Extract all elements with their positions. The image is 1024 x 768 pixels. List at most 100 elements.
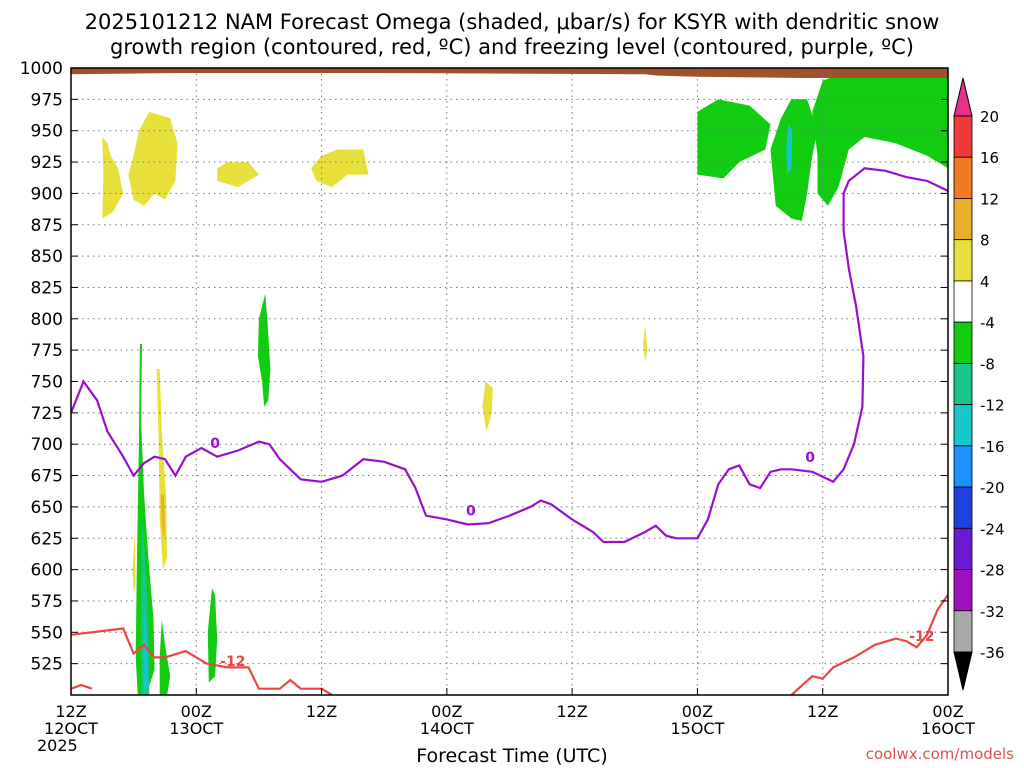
y-tick-label: 525 <box>31 655 63 675</box>
colorbar-band <box>953 156 973 199</box>
y-tick-label: 650 <box>31 498 63 518</box>
contour-layer: -12 -12 0 0 0 <box>71 167 948 695</box>
y-tick-label: 625 <box>31 529 63 549</box>
terrain-fill <box>71 68 948 78</box>
colorbar-band <box>953 280 973 323</box>
y-tick-label: 825 <box>31 278 63 298</box>
omega-region-17 <box>812 70 948 206</box>
y-axis: 525 550 575 600 625 650 675 700 725 750 775 800 825 8… <box>20 59 949 695</box>
dgz-contour-topleft <box>71 683 93 690</box>
omega-region-15 <box>697 99 771 179</box>
colorbar-band <box>953 445 973 488</box>
colorbar-band <box>953 239 973 282</box>
y-tick-label: 875 <box>31 216 63 236</box>
omega-shading-layer <box>102 70 948 695</box>
colorbar-label: -36 <box>980 644 1005 662</box>
freezing-label-3: 0 <box>805 450 815 466</box>
colorbar-band <box>953 527 973 570</box>
colorbar-label: 4 <box>980 273 990 291</box>
x-tick-label: 12Z <box>783 703 863 720</box>
omega-region-8 <box>132 532 136 595</box>
freezing-label-1: 0 <box>210 436 220 452</box>
y-tick-label: 800 <box>31 310 63 330</box>
colorbar-band <box>953 610 973 653</box>
freezing-level-contour <box>71 167 948 544</box>
omega-region-11 <box>102 137 124 219</box>
x-tick-label: 00Z 14OCT <box>407 703 487 737</box>
omega-region-6 <box>156 369 168 570</box>
chart-title-line-2: growth region (contoured, red, ºC) and f… <box>110 35 914 59</box>
y-tick-label: 675 <box>31 467 63 487</box>
colorbar-label: -20 <box>980 479 1005 497</box>
colorbar-top-arrow <box>953 77 973 117</box>
y-tick-label: 550 <box>31 623 63 643</box>
colorbar-band <box>953 198 973 241</box>
y-tick-label: 725 <box>31 404 63 424</box>
plot-frame <box>70 67 949 696</box>
colorbar-band <box>953 115 973 158</box>
x-tick-time: 12Z <box>55 702 87 721</box>
dgz-label-right: -12 <box>909 629 934 645</box>
y-tick-label: 775 <box>31 341 63 361</box>
colorbar-band <box>953 321 973 364</box>
y-tick-label: 925 <box>31 153 63 173</box>
y-tick-label: 575 <box>31 592 63 612</box>
colorbar-band <box>953 404 973 447</box>
colorbar-label: -24 <box>980 520 1005 538</box>
colorbar-bottom-arrow <box>953 651 973 691</box>
colorbar-label: -28 <box>980 562 1005 580</box>
colorbar-label: -32 <box>980 603 1005 621</box>
x-tick-date: 16OCT <box>921 719 975 738</box>
chart-title-line-1: 2025101212 NAM Forecast Omega (shaded, μ… <box>84 10 940 34</box>
colorbar-label: -16 <box>980 438 1005 456</box>
x-tick-label: 00Z 16OCT <box>908 703 988 737</box>
omega-region-9 <box>482 381 493 432</box>
omega-region-12 <box>128 111 178 206</box>
dgz-contour-left <box>71 627 333 695</box>
x-tick-date: 12OCT <box>44 719 98 738</box>
x-tick-time: 12Z <box>305 702 338 721</box>
x-tick-time: 12Z <box>556 702 588 721</box>
x-tick-time: 12Z <box>807 702 839 721</box>
colorbar-band <box>953 486 973 529</box>
omega-region-7 <box>160 494 165 539</box>
x-axis-title: Forecast Time (UTC) <box>416 745 608 767</box>
y-tick-label: 1000 <box>20 59 63 79</box>
freezing-label-2: 0 <box>466 504 476 520</box>
omega-region-13 <box>217 162 259 188</box>
y-tick-label: 950 <box>31 122 63 142</box>
x-tick-label: 12Z <box>532 703 612 720</box>
x-tick-time: 00Z <box>932 702 964 721</box>
colorbar-label: 20 <box>980 108 999 126</box>
colorbar: 20 16 12 8 4 -4 -8 -12 -16 -20 -24 -28 -32 -36 <box>953 77 1005 691</box>
x-tick-date: 15OCT <box>670 719 725 738</box>
colorbar-band <box>953 362 973 406</box>
x-tick-time: 00Z <box>681 702 714 721</box>
omega-region-2 <box>207 588 218 683</box>
y-tick-label: 750 <box>31 373 63 393</box>
colorbar-label: -8 <box>980 355 995 373</box>
colorbar-label: -12 <box>980 397 1005 415</box>
y-tick-label: 900 <box>31 184 63 204</box>
colorbar-label: 12 <box>980 190 999 208</box>
y-tick-label: 600 <box>31 561 63 581</box>
colorbar-label: 8 <box>980 232 990 250</box>
x-tick-label: 00Z 13OCT <box>156 703 236 737</box>
omega-region-18 <box>786 124 793 175</box>
colorbar-label: 16 <box>980 149 999 167</box>
y-tick-label: 850 <box>31 247 63 267</box>
x-tick-label: 00Z 15OCT <box>657 703 737 737</box>
dgz-contour-right <box>790 594 948 695</box>
colorbar-band <box>953 569 973 612</box>
x-tick-time: 00Z <box>431 702 463 721</box>
x-tick-year: 2025 <box>37 736 78 755</box>
x-tick-date: 14OCT <box>419 719 474 738</box>
y-tick-label: 700 <box>31 435 63 455</box>
terrain-layer <box>71 68 948 78</box>
y-tick-label: 975 <box>31 90 63 110</box>
omega-region-16 <box>770 99 818 221</box>
x-tick-date: 13OCT <box>169 719 224 738</box>
dgz-label-left: -12 <box>220 654 245 670</box>
omega-region-0 <box>135 343 155 695</box>
